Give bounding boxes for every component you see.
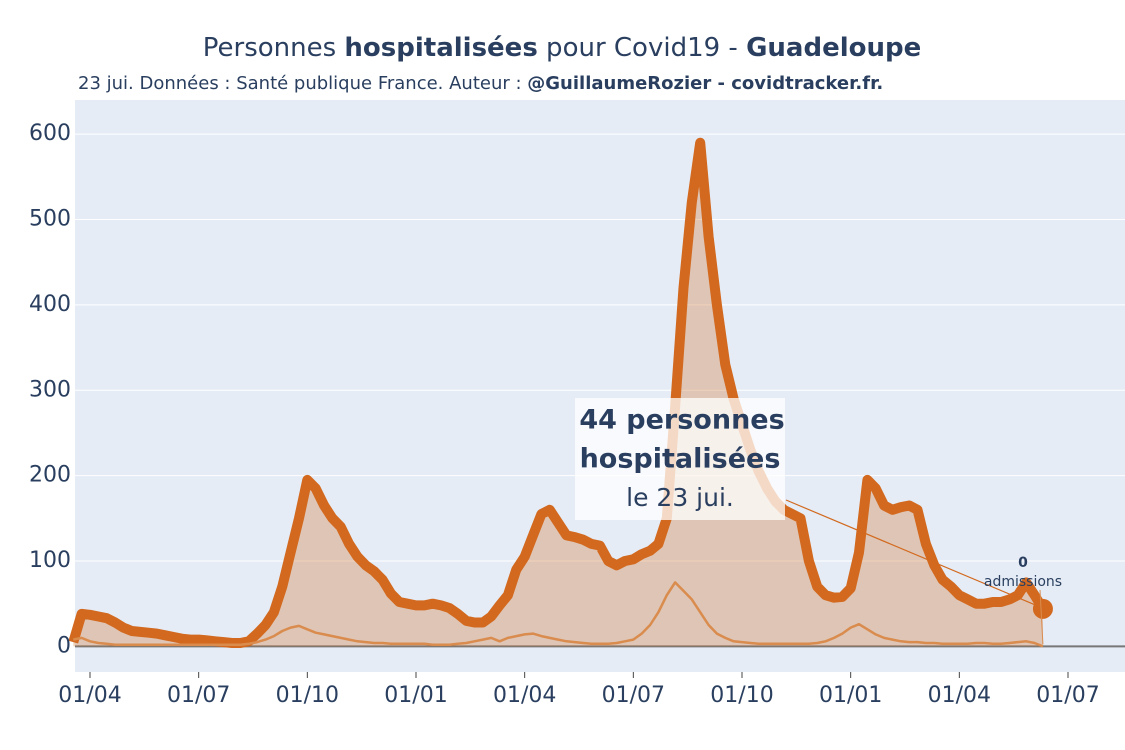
- annotation: 44 personnes: [579, 405, 784, 436]
- y-tick-label: 600: [29, 121, 71, 146]
- x-tick-label: 01/10: [710, 683, 773, 708]
- x-tick-label: 01/10: [276, 683, 339, 708]
- y-tick-label: 500: [29, 207, 71, 232]
- x-tick-label: 01/01: [384, 683, 447, 708]
- y-tick-label: 0: [57, 633, 71, 658]
- annotation: admissions: [984, 574, 1062, 590]
- y-tick-label: 200: [29, 463, 71, 488]
- annotation-arrow: [785, 499, 1036, 606]
- line: [68, 137, 1048, 648]
- x-tick-label: 01/04: [928, 683, 991, 708]
- plot-background: [75, 100, 1125, 672]
- title-part: Guadeloupe: [746, 33, 921, 63]
- x-tick-label: 01/04: [493, 683, 556, 708]
- x-tick-label: 01/07: [602, 683, 665, 708]
- annotation: 0: [1018, 555, 1028, 571]
- x-tick-label: 01/07: [1036, 683, 1099, 708]
- annotation: le 23 jui.: [626, 483, 734, 512]
- subtitle-part: 23 jui. Données : Santé publique France.…: [78, 73, 527, 94]
- y-tick-label: 400: [29, 292, 71, 317]
- line: [73, 581, 1044, 648]
- chart-title: Personnes hospitalisées pour Covid19 - G…: [203, 33, 922, 63]
- y-tick-label: 100: [29, 548, 71, 573]
- annotation-box: [575, 398, 785, 520]
- subtitle: 23 jui. Données : Santé publique France.…: [78, 73, 883, 94]
- title-part: Personnes: [203, 33, 345, 63]
- title-part: pour Covid19 -: [538, 33, 746, 63]
- end-marker: [1032, 598, 1053, 619]
- annotation-arrow: [1039, 589, 1044, 645]
- x-tick-label: 01/07: [167, 683, 230, 708]
- x-tick-label: 01/01: [819, 683, 882, 708]
- y-tick-label: 300: [29, 377, 71, 402]
- title-part: hospitalisées: [344, 33, 537, 63]
- x-tick-label: 01/04: [58, 683, 121, 708]
- subtitle-part: @GuillaumeRozier - covidtracker.fr.: [527, 73, 883, 94]
- annotation: hospitalisées: [580, 444, 781, 475]
